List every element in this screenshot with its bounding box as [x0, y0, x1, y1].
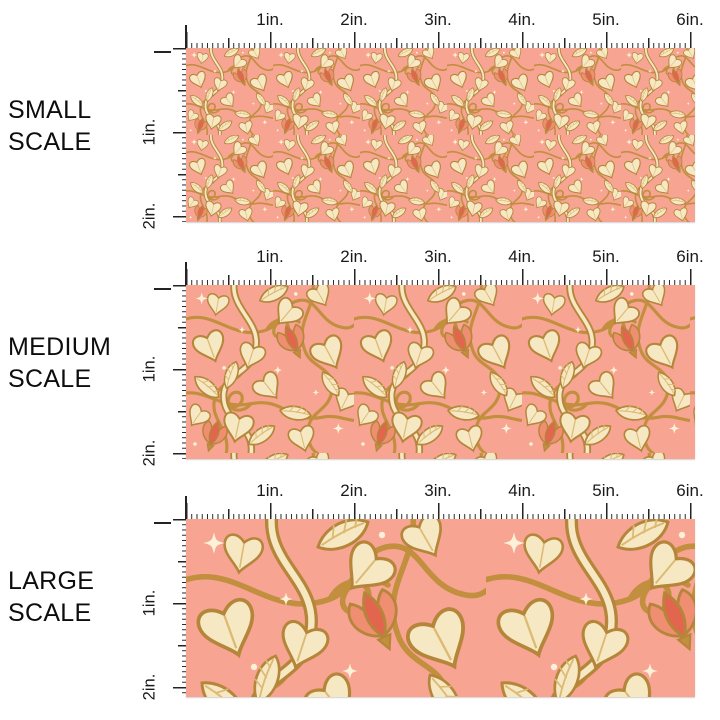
- fabric-swatch-medium: [186, 285, 695, 459]
- scale-label-medium: MEDIUM SCALE: [8, 331, 111, 395]
- vertical-ruler-zero-tick: [154, 288, 171, 290]
- vertical-ruler-zero-tick: [154, 522, 171, 524]
- scale-label-large: LARGE SCALE: [8, 565, 94, 629]
- row-large-scale: LARGE SCALE 1in. 2in. 3in. 4in. 5in. 6in…: [0, 479, 720, 700]
- fabric-swatch-small: [186, 48, 695, 222]
- scale-label-line1: SMALL: [8, 96, 92, 124]
- horizontal-ruler: [186, 503, 692, 519]
- fabric-pattern-small: [186, 48, 695, 222]
- ruler-label-3in: 3in.: [424, 481, 452, 500]
- vertical-ruler: [171, 285, 186, 459]
- ruler-label-3in: 3in.: [424, 10, 452, 29]
- horizontal-ruler: [186, 269, 692, 285]
- ruler-label-2in: 2in.: [340, 10, 368, 29]
- scale-label-line2: SCALE: [8, 128, 92, 156]
- vertical-ruler: [171, 48, 186, 222]
- fabric-pattern-medium: [186, 285, 695, 459]
- ruler-label-4in: 4in.: [508, 481, 536, 500]
- scale-label-line1: LARGE: [8, 567, 95, 595]
- ruler-label-2in: 2in.: [340, 247, 368, 266]
- scale-label-line2: SCALE: [8, 599, 92, 627]
- horizontal-ruler-zero-tick: [185, 25, 187, 48]
- fabric-pattern-large: [186, 519, 695, 697]
- vertical-ruler-zero-tick: [154, 51, 171, 53]
- ruler-label-vertical-2in: 2in.: [140, 673, 159, 701]
- ruler-label-5in: 5in.: [592, 10, 620, 29]
- row-small-scale: SMALL SCALE 1in. 2in. 3in. 4in. 5in. 6in…: [0, 8, 720, 229]
- ruler-label-6in: 6in.: [676, 247, 704, 266]
- ruler-label-3in: 3in.: [424, 247, 452, 266]
- scale-label-line1: MEDIUM: [8, 333, 112, 361]
- ruler-label-vertical-2in: 2in.: [140, 439, 159, 467]
- fabric-swatch-large: [186, 519, 695, 697]
- row-medium-scale: MEDIUM SCALE 1in. 2in. 3in. 4in. 5in. 6i…: [0, 245, 720, 466]
- ruler-label-4in: 4in.: [508, 10, 536, 29]
- ruler-label-4in: 4in.: [508, 247, 536, 266]
- ruler-label-5in: 5in.: [592, 247, 620, 266]
- ruler-label-5in: 5in.: [592, 481, 620, 500]
- ruler-label-2in: 2in.: [340, 481, 368, 500]
- horizontal-ruler: [186, 32, 692, 48]
- ruler-label-vertical-1in: 1in.: [140, 589, 159, 617]
- scale-label-line2: SCALE: [8, 365, 92, 393]
- vertical-ruler: [171, 519, 186, 697]
- ruler-label-1in: 1in.: [256, 247, 284, 266]
- scale-label-small: SMALL SCALE: [8, 94, 91, 158]
- ruler-label-vertical-2in: 2in.: [140, 202, 159, 230]
- ruler-label-vertical-1in: 1in.: [140, 355, 159, 383]
- ruler-label-6in: 6in.: [676, 481, 704, 500]
- horizontal-ruler-zero-tick: [185, 496, 187, 519]
- ruler-label-6in: 6in.: [676, 10, 704, 29]
- horizontal-ruler-zero-tick: [185, 262, 187, 285]
- ruler-label-vertical-1in: 1in.: [140, 118, 159, 146]
- ruler-label-1in: 1in.: [256, 10, 284, 29]
- ruler-label-1in: 1in.: [256, 481, 284, 500]
